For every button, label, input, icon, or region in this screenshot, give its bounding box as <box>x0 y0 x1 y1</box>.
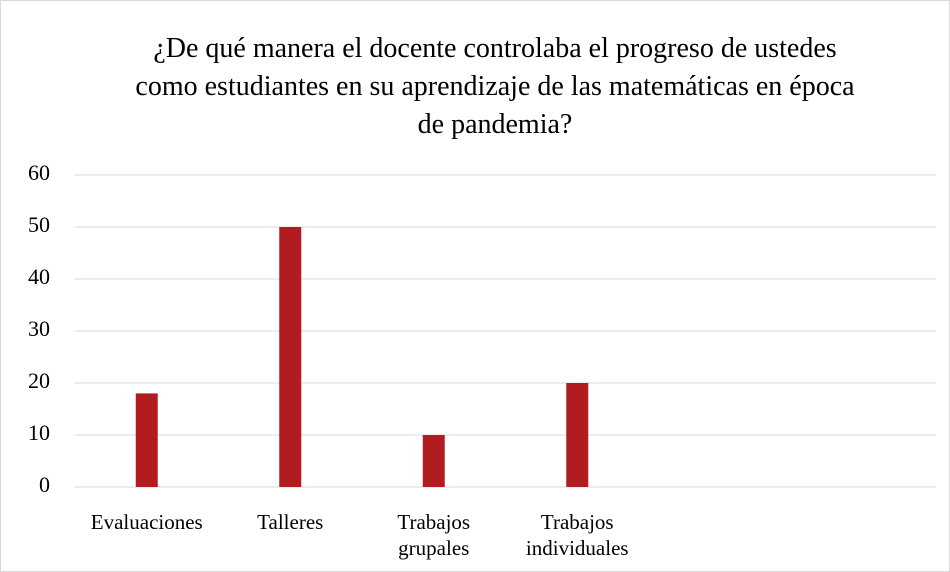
y-tick-label: 30 <box>28 316 50 341</box>
y-tick-label: 0 <box>39 472 50 497</box>
chart-title: ¿De qué manera el docente controlaba el … <box>135 33 855 140</box>
y-tick-label: 60 <box>28 160 50 185</box>
x-tick-label: Trabajos individuales <box>525 510 629 560</box>
x-tick-label: Trabajos grupales <box>397 510 471 560</box>
bar <box>135 393 158 487</box>
x-tick-label: Talleres <box>257 510 324 534</box>
y-tick-label: 50 <box>28 212 50 237</box>
bar <box>566 383 589 487</box>
y-tick-label: 20 <box>28 368 50 393</box>
x-tick-label: Evaluaciones <box>90 510 203 534</box>
bar <box>422 435 445 487</box>
y-tick-label: 40 <box>28 264 50 289</box>
bar <box>279 227 302 487</box>
y-tick-label: 10 <box>28 420 50 445</box>
